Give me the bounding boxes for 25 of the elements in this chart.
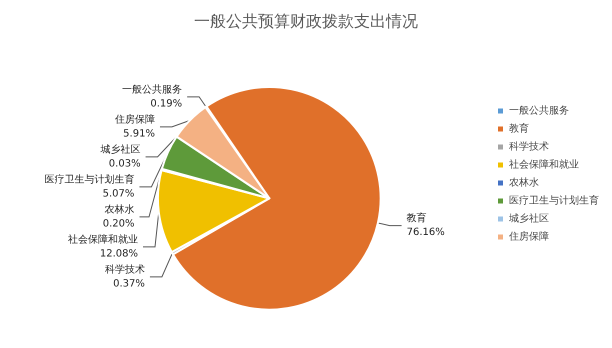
data-label: 0.20% (102, 218, 135, 230)
data-label: 0.37% (113, 278, 145, 290)
legend-label: 城乡社区 (508, 212, 549, 224)
data-label: 5.07% (102, 188, 134, 200)
data-label: 0.03% (108, 158, 141, 170)
data-label: 76.16% (406, 227, 445, 238)
data-label: 12.08% (100, 248, 138, 260)
legend-label: 住房保障 (509, 230, 549, 242)
legend-label: 社会保障和就业 (509, 158, 579, 170)
slice-label: 一般公共服务 (122, 83, 182, 96)
chart-title: 一般公共预算财政拨款支出情况 (194, 12, 418, 30)
legend-label: 教育 (509, 122, 529, 134)
slice-label: 科学技术 (104, 263, 145, 276)
data-label: 0.19% (150, 98, 182, 110)
data-label: 5.91% (123, 128, 155, 140)
slice-label: 城乡社区 (100, 143, 141, 156)
slice-label: 医疗卫生与计划生育 (44, 173, 134, 186)
legend-label: 医疗卫生与计划生育 (509, 194, 599, 206)
slice-label: 住房保障 (114, 113, 155, 126)
slice-label: 教育 (406, 212, 427, 224)
slice-label: 农林水 (104, 203, 135, 216)
slice-label: 社会保障和就业 (68, 233, 138, 246)
legend-label: 农林水 (509, 176, 539, 188)
legend-label: 一般公共服务 (509, 104, 569, 116)
legend-label: 科学技术 (509, 140, 549, 152)
